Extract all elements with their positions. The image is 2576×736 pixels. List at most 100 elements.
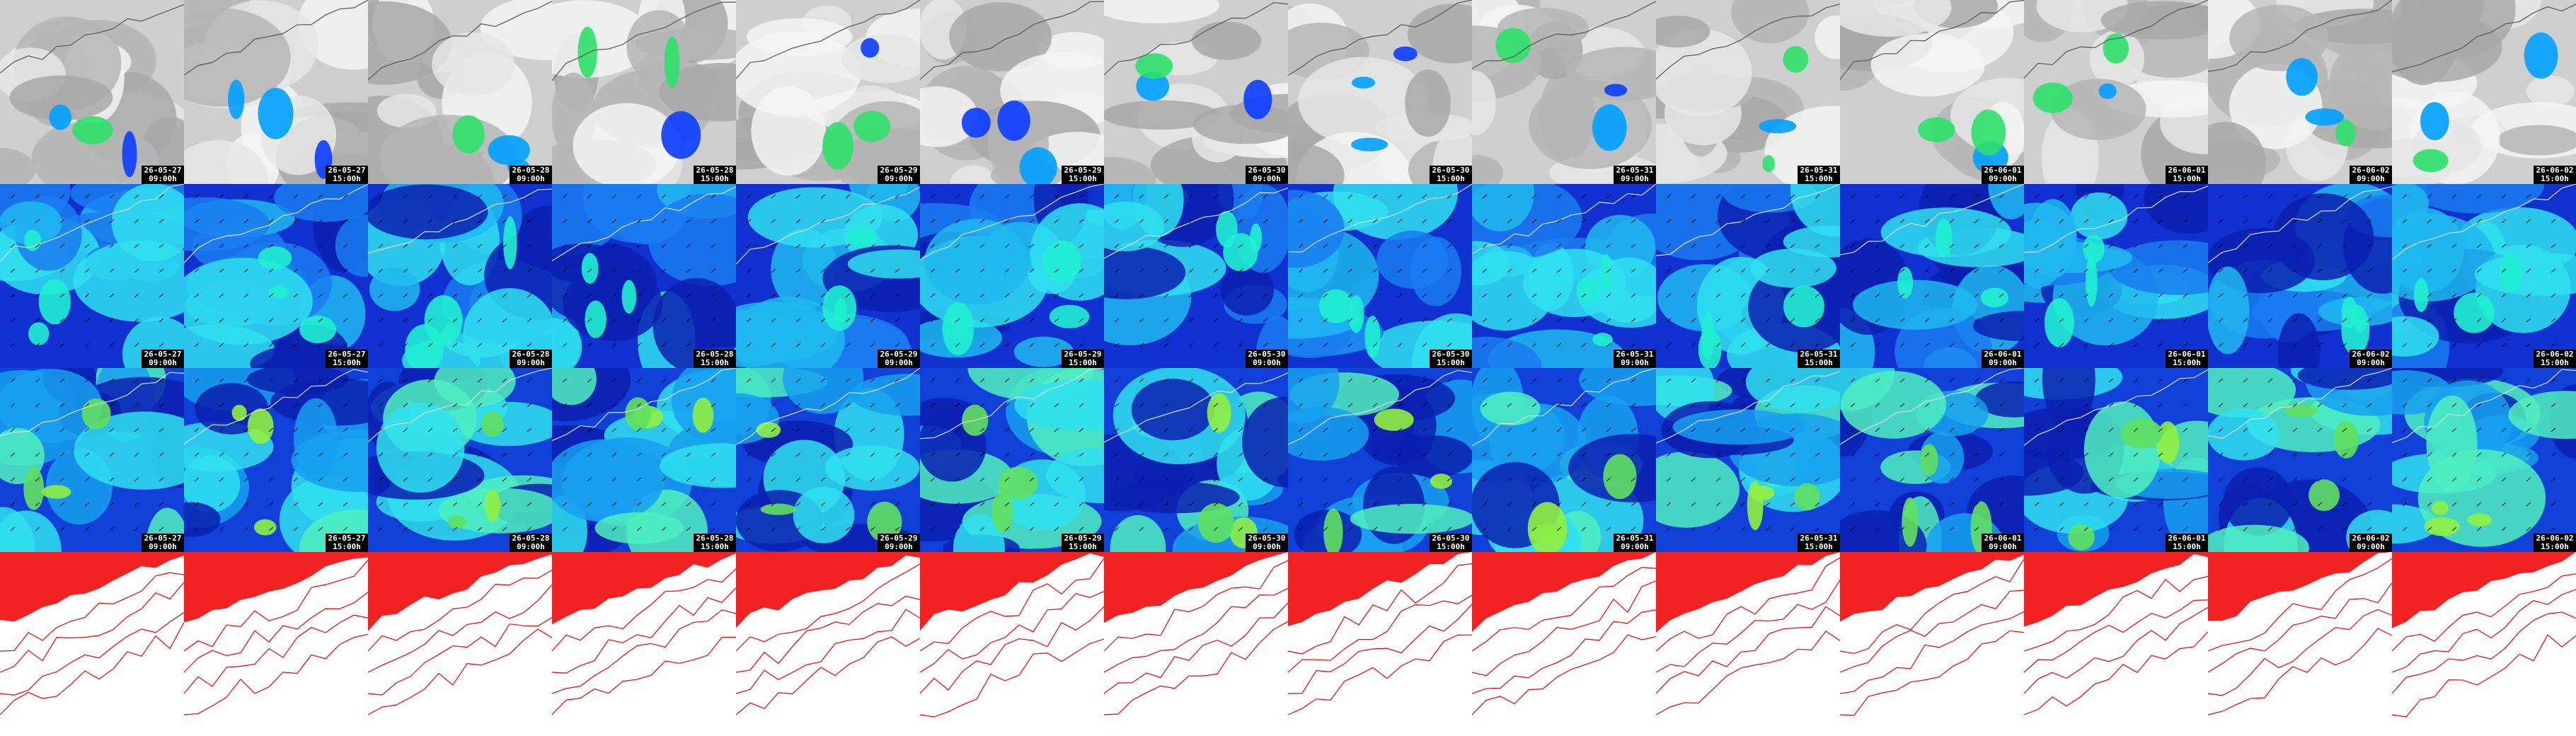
wind-arrow <box>870 452 875 457</box>
wind-arrow <box>1631 427 1636 432</box>
wind-arrow <box>159 452 164 457</box>
map-panel <box>1288 552 1472 736</box>
wind-arrow <box>343 527 348 531</box>
wind-arrow <box>820 243 826 248</box>
wind-arrow <box>2451 427 2457 432</box>
wind-arrow <box>1347 318 1353 323</box>
wind-arrow <box>159 378 164 383</box>
field-area <box>1972 311 2024 342</box>
wind-arrow <box>2526 268 2531 273</box>
wind-arrow <box>2427 452 2432 457</box>
wind-arrow <box>1899 268 1905 273</box>
label-box <box>142 534 184 552</box>
wind-arrow <box>1422 194 1427 199</box>
wind-arrow <box>1213 477 1219 482</box>
wind-arrow <box>35 452 40 457</box>
wind-arrow <box>403 477 408 482</box>
wind-arrow <box>979 293 985 298</box>
field-area <box>2083 401 2161 499</box>
wind-arrow <box>1691 343 1696 347</box>
wind-arrow <box>1606 378 1611 383</box>
wind-arrow <box>2218 343 2224 347</box>
wind-arrow <box>2059 403 2064 408</box>
date-label: 26-06-01 <box>1984 350 2022 359</box>
wind-arrow <box>2133 427 2139 432</box>
wind-arrow <box>1850 527 1856 531</box>
wind-arrow <box>10 268 16 273</box>
date-label: 26-05-31 <box>1616 350 1654 359</box>
wind-arrow <box>2367 318 2372 323</box>
wind-arrow <box>1715 268 1721 273</box>
contour-line <box>2392 634 2576 718</box>
wind-arrow <box>293 403 299 408</box>
field-spot <box>2354 318 2367 333</box>
label-box <box>1614 534 1656 552</box>
wind-arrow <box>1606 318 1611 323</box>
field-area <box>1110 481 1240 514</box>
wind-arrow <box>1298 527 1304 531</box>
wind-arrow <box>2551 343 2556 347</box>
map-panel <box>1656 552 1840 736</box>
map-content <box>552 552 736 736</box>
wind-arrow <box>35 293 40 298</box>
wind-arrow <box>1666 343 1672 347</box>
wind-arrow <box>1004 477 1010 482</box>
contour-line <box>1472 609 1656 694</box>
date-label: 26-05-31 <box>1800 166 1838 175</box>
wind-arrow <box>1556 268 1562 273</box>
wind-arrow <box>2108 293 2114 298</box>
wind-arrow <box>477 502 483 507</box>
coastline <box>0 4 184 74</box>
wind-arrow <box>636 502 642 507</box>
wind-arrow <box>845 243 851 248</box>
wind-arrow <box>2218 268 2224 273</box>
wind-arrow <box>1949 318 1955 323</box>
wind-arrow <box>979 318 985 323</box>
wind-arrow <box>477 243 483 248</box>
wind-arrow <box>1347 403 1353 408</box>
field-spot <box>2286 57 2318 96</box>
wind-arrow <box>268 219 274 224</box>
field-area <box>1350 504 1472 534</box>
wind-arrow <box>979 502 985 507</box>
wind-arrow <box>2158 243 2163 248</box>
wind-arrow <box>84 378 90 383</box>
wind-arrow <box>378 318 384 323</box>
wind-arrow <box>84 268 90 273</box>
wind-arrow <box>403 318 408 323</box>
wind-arrow <box>2551 268 2556 273</box>
date-label: 26-05-31 <box>1616 534 1654 543</box>
wind-arrow <box>2267 403 2273 408</box>
wind-arrow <box>1079 318 1084 323</box>
wind-arrow <box>1924 502 1930 507</box>
wind-arrow <box>1029 378 1035 383</box>
wind-arrow <box>1422 452 1427 457</box>
wind-arrow <box>1790 477 1795 482</box>
wind-arrow <box>1815 343 1820 347</box>
field-spot <box>484 489 501 522</box>
wind-arrow <box>587 452 592 457</box>
wind-arrow <box>1004 293 1010 298</box>
wind-arrow <box>293 243 299 248</box>
wind-arrow <box>1114 343 1120 347</box>
wind-arrow <box>930 343 936 347</box>
wind-arrow <box>2183 194 2188 199</box>
wind-arrow <box>1004 194 1010 199</box>
field-spot <box>942 302 974 356</box>
field-spot <box>1592 333 1613 347</box>
wind-arrow <box>134 194 139 199</box>
wind-arrow <box>686 318 691 323</box>
land-contours <box>1656 552 1840 633</box>
field-spot <box>1049 304 1090 328</box>
wind-arrow <box>318 219 323 224</box>
wind-arrow <box>1631 502 1636 507</box>
field-spot <box>1250 223 1263 253</box>
map-content <box>368 552 552 736</box>
wind-arrow <box>2059 343 2064 347</box>
field-area <box>2208 122 2266 184</box>
contour-line <box>1288 604 1472 694</box>
contour-line <box>368 628 552 715</box>
